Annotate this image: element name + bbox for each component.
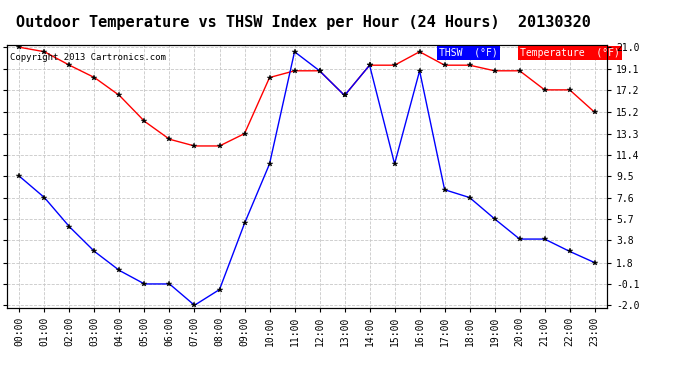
Text: Temperature  (°F): Temperature (°F) bbox=[520, 48, 620, 58]
Text: Outdoor Temperature vs THSW Index per Hour (24 Hours)  20130320: Outdoor Temperature vs THSW Index per Ho… bbox=[16, 15, 591, 30]
Text: THSW  (°F): THSW (°F) bbox=[439, 48, 498, 58]
Text: Copyright 2013 Cartronics.com: Copyright 2013 Cartronics.com bbox=[10, 53, 166, 62]
